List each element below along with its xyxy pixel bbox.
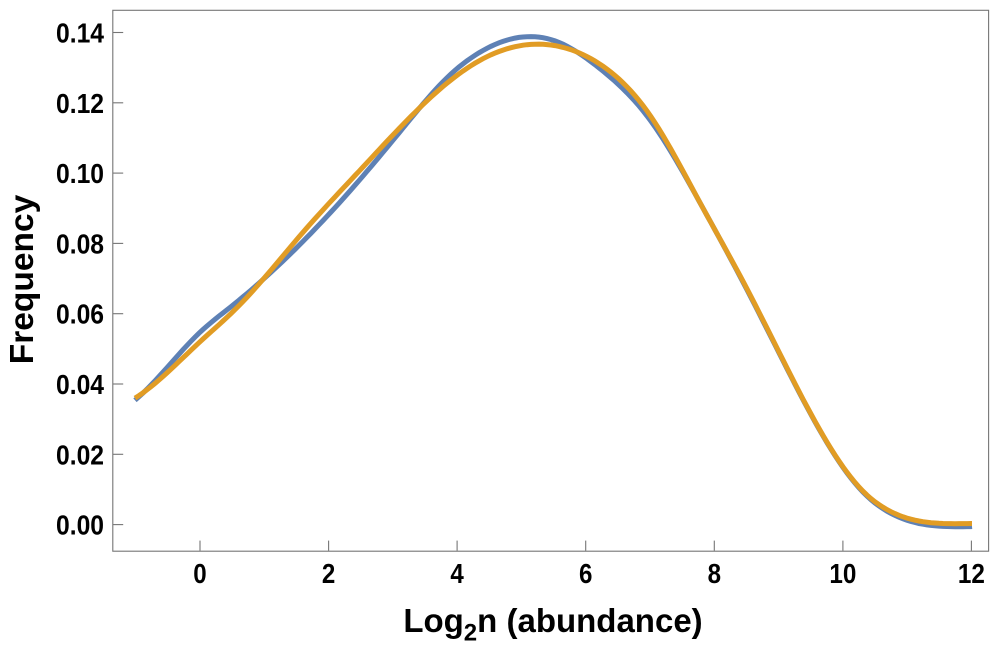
svg-text:Log2n (abundance): Log2n (abundance) <box>403 602 702 647</box>
svg-text:10: 10 <box>829 558 856 589</box>
svg-text:0.14: 0.14 <box>56 18 104 49</box>
svg-text:6: 6 <box>579 558 592 589</box>
svg-text:0.08: 0.08 <box>56 228 104 259</box>
svg-text:0.06: 0.06 <box>56 299 104 330</box>
svg-text:0.10: 0.10 <box>56 158 104 189</box>
svg-text:0.04: 0.04 <box>56 369 104 400</box>
svg-text:8: 8 <box>708 558 721 589</box>
svg-text:0.02: 0.02 <box>56 439 104 470</box>
svg-text:4: 4 <box>450 558 464 589</box>
svg-text:12: 12 <box>958 558 985 589</box>
svg-text:0: 0 <box>193 558 206 589</box>
svg-text:0.12: 0.12 <box>56 88 104 119</box>
svg-text:2: 2 <box>322 558 335 589</box>
svg-text:Frequency: Frequency <box>4 194 41 364</box>
svg-text:0.00: 0.00 <box>56 510 104 541</box>
